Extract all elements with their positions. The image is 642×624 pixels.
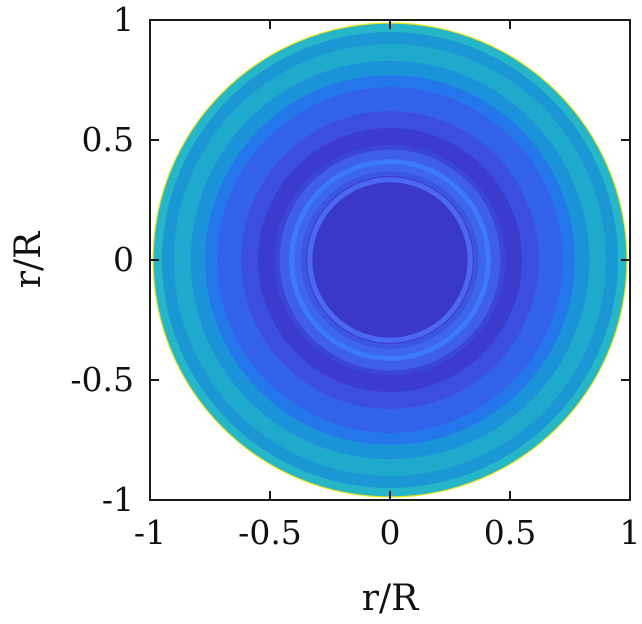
tick-labels: -1 -0.5 0 0.5 1 -1 -0.5 0 0.5 1 [70, 0, 640, 552]
plot-area [150, 20, 630, 500]
x-axis-label: r/R [362, 578, 419, 619]
y-tick-label-4: 1 [113, 0, 134, 39]
contour-band-16 [310, 180, 470, 340]
y-axis-label: r/R [8, 231, 49, 288]
y-tick-label-2: 0 [113, 240, 134, 279]
y-tick-label-1: -0.5 [70, 360, 134, 399]
inner-contour-line [309, 179, 471, 341]
axis-ticks [149, 19, 631, 501]
x-tick-label-1: -0.5 [238, 513, 302, 552]
x-tick-label-2: 0 [380, 513, 401, 552]
x-tick-label-4: 1 [620, 513, 641, 552]
x-tick-label-3: 0.5 [484, 513, 536, 552]
y-tick-label-3: 0.5 [82, 120, 134, 159]
y-tick-label-0: -1 [102, 480, 134, 519]
x-tick-label-0: -1 [134, 513, 166, 552]
